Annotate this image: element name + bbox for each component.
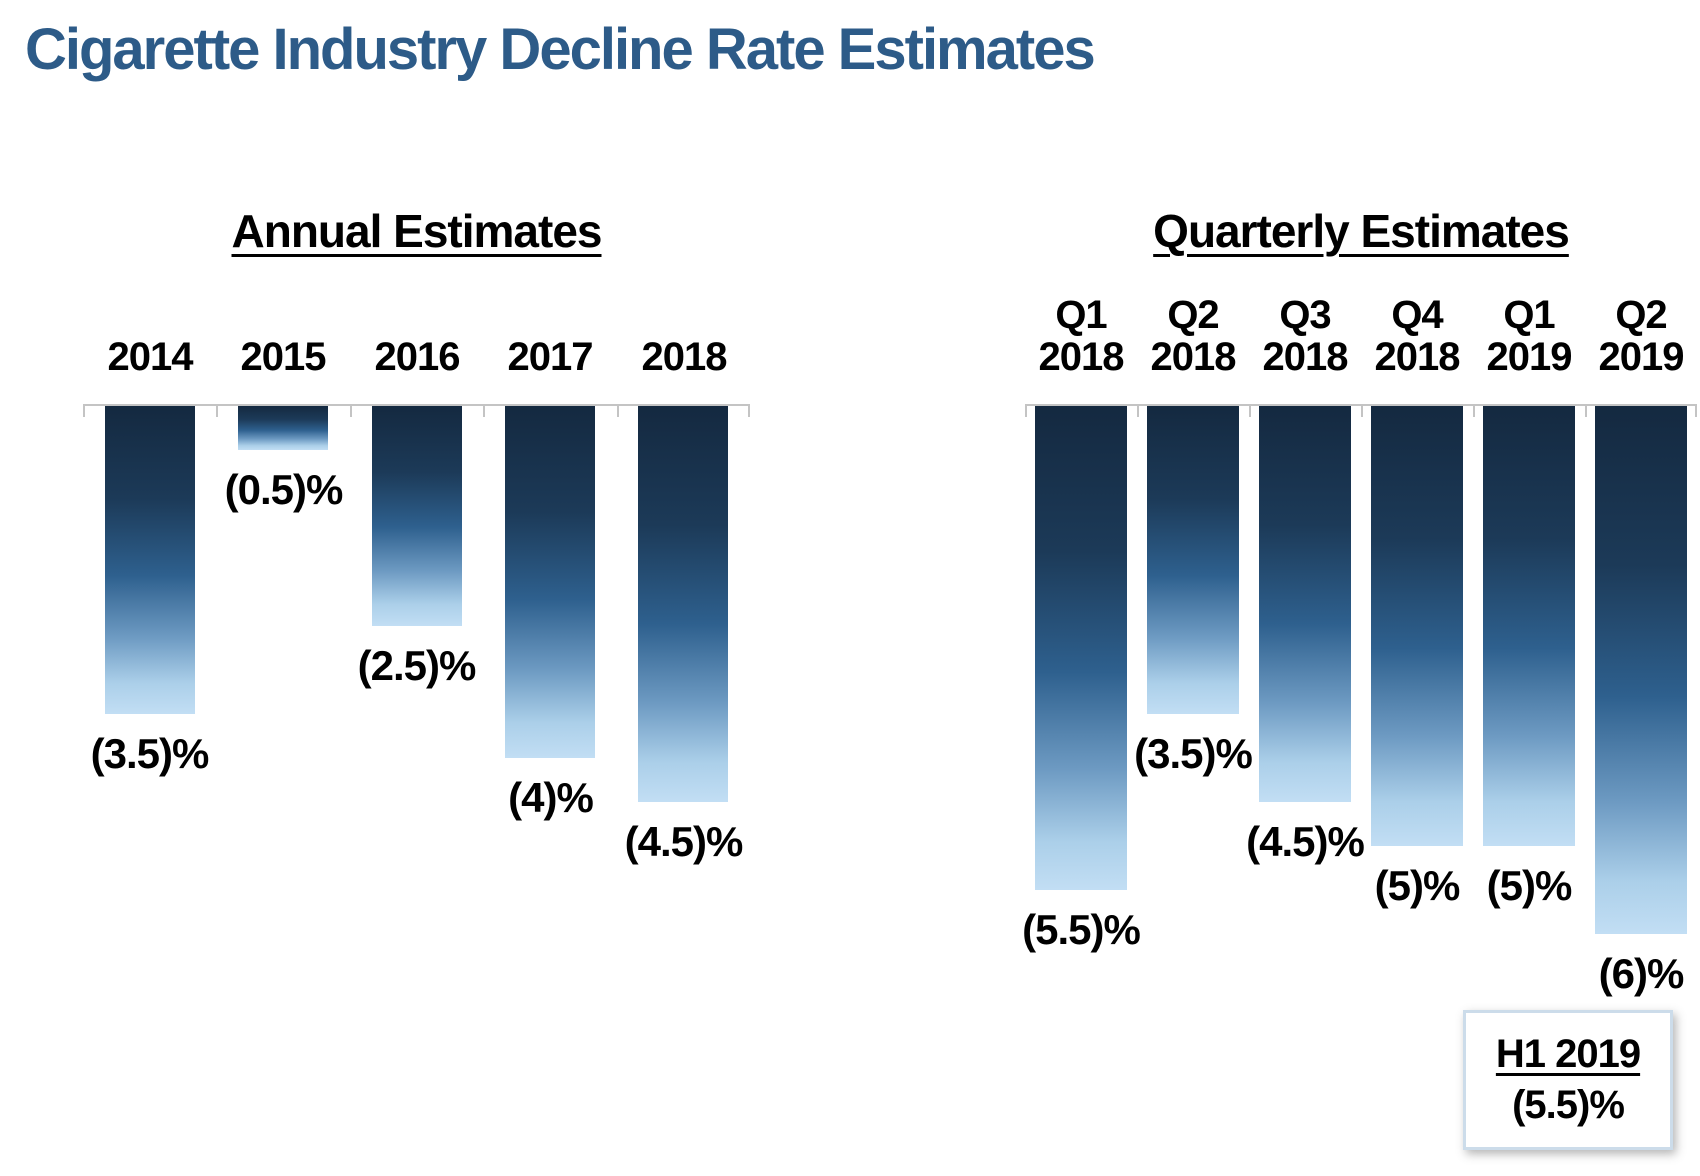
axis-tick [1361, 404, 1363, 417]
quarterly-estimates-chart: Quarterly Estimates Q1 2018 (5.5)% Q2 2018… [1022, 0, 1697, 1176]
quarterly-chart-title: Quarterly Estimates [1025, 204, 1697, 258]
category-label-q2-2018: Q2 2018 [1150, 293, 1237, 379]
category-label-2017: 2017 [507, 335, 594, 379]
annual-chart-title-text: Annual Estimates [231, 205, 603, 257]
h1-2019-callout: H1 2019 (5.5)% [1463, 1010, 1673, 1150]
value-label-2018: (4.5)% [624, 818, 744, 865]
value-label-2016: (2.5)% [357, 642, 477, 689]
bar-2014 [105, 406, 195, 714]
axis-tick [748, 404, 750, 417]
axis-tick [617, 404, 619, 417]
axis-tick [1695, 404, 1697, 417]
value-label-q1-2018: (5.5)% [1022, 906, 1141, 953]
annual-chart-title: Annual Estimates [83, 204, 750, 258]
axis-tick [1473, 404, 1475, 417]
axis-tick [350, 404, 352, 417]
category-label-q2-2019: Q2 2019 [1598, 293, 1685, 379]
bar-q2-2019 [1595, 406, 1687, 934]
category-label-2016: 2016 [374, 335, 461, 379]
bar-q1-2019 [1483, 406, 1575, 846]
bar-q2-2018 [1147, 406, 1239, 714]
value-label-q1-2019: (5)% [1486, 862, 1573, 909]
quarterly-chart-title-text: Quarterly Estimates [1153, 205, 1570, 257]
bar-q3-2018 [1259, 406, 1351, 802]
callout-title: H1 2019 [1495, 1032, 1641, 1076]
bar-2018 [638, 406, 728, 802]
x-axis-line [83, 404, 750, 406]
bar-2015 [238, 406, 328, 450]
axis-tick [1137, 404, 1139, 417]
category-label-q1-2019: Q1 2019 [1486, 293, 1573, 379]
value-label-q3-2018: (4.5)% [1246, 818, 1365, 865]
bar-q1-2018 [1035, 406, 1127, 890]
value-label-q2-2018: (3.5)% [1134, 730, 1253, 777]
category-label-q3-2018: Q3 2018 [1262, 293, 1349, 379]
annual-estimates-chart: Annual Estimates 2014 (3.5)% 2015 (0.5)% 201… [83, 0, 750, 1176]
callout-value: (5.5)% [1512, 1083, 1625, 1127]
bar-2017 [505, 406, 595, 758]
value-label-2017: (4)% [508, 774, 594, 821]
axis-tick [83, 404, 85, 417]
category-label-2014: 2014 [107, 335, 194, 379]
value-label-q2-2019: (6)% [1598, 950, 1685, 997]
bar-2016 [372, 406, 462, 626]
bar-q4-2018 [1371, 406, 1463, 846]
axis-tick [1585, 404, 1587, 417]
axis-tick [483, 404, 485, 417]
axis-tick [1249, 404, 1251, 417]
axis-tick [216, 404, 218, 417]
category-label-q1-2018: Q1 2018 [1038, 293, 1125, 379]
value-label-q4-2018: (5)% [1374, 862, 1461, 909]
value-label-2014: (3.5)% [90, 730, 210, 777]
value-label-2015: (0.5)% [224, 466, 344, 513]
category-label-2015: 2015 [240, 335, 327, 379]
page-title: Cigarette Industry Decline Rate Estimate… [25, 17, 1096, 82]
category-label-2018: 2018 [641, 335, 728, 379]
category-label-q4-2018: Q4 2018 [1374, 293, 1461, 379]
axis-tick [1025, 404, 1027, 417]
